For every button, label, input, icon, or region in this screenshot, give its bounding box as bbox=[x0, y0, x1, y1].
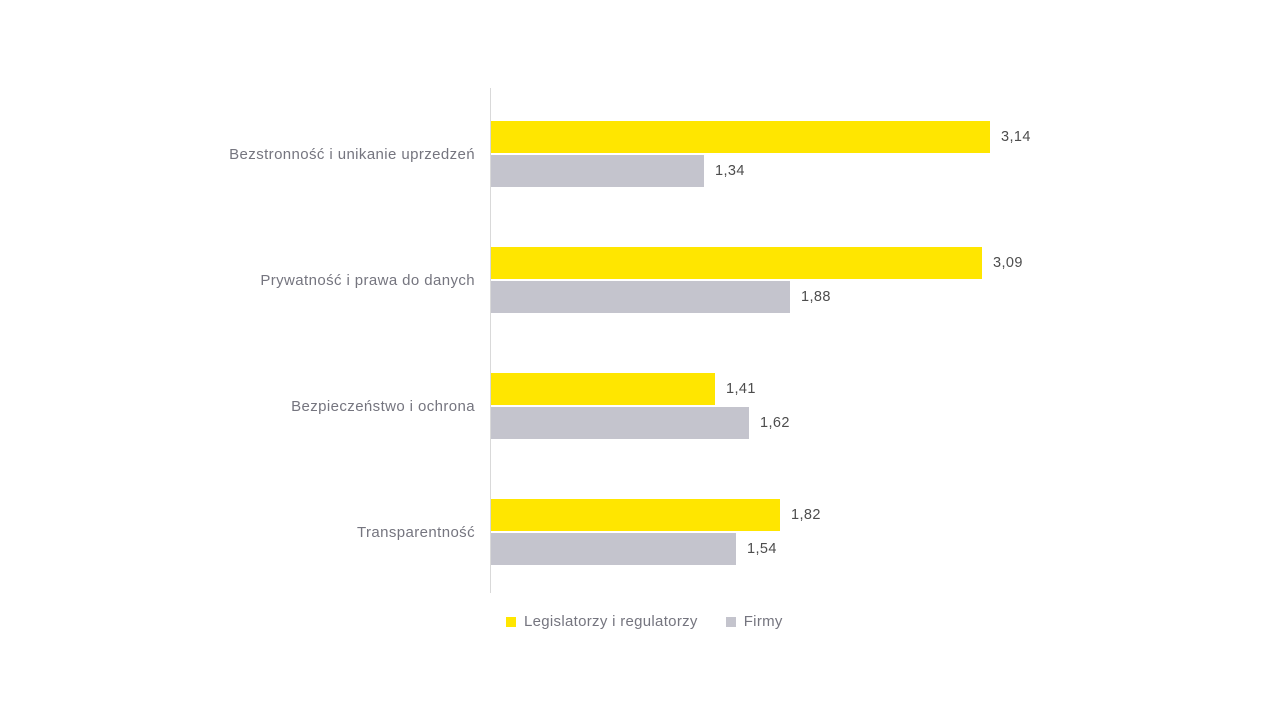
value-label: 1,54 bbox=[747, 541, 777, 557]
value-label: 1,62 bbox=[760, 415, 790, 431]
bar-row: 1,88 bbox=[491, 281, 831, 313]
value-label: 1,34 bbox=[715, 163, 745, 179]
legend-item-legislators: Legislatorzy i regulatorzy bbox=[506, 613, 698, 630]
category-label: Bezstronność i unikanie uprzedzeń bbox=[229, 146, 475, 163]
bar-row: 3,14 bbox=[491, 121, 1031, 153]
legend-label: Firmy bbox=[743, 613, 783, 630]
bar-row: 1,62 bbox=[491, 407, 790, 439]
bar-firms bbox=[491, 281, 790, 313]
bar-row: 1,82 bbox=[491, 499, 821, 531]
bar-legislators bbox=[491, 121, 990, 153]
bar-legislators bbox=[491, 373, 715, 405]
legend-label: Legislatorzy i regulatorzy bbox=[524, 613, 698, 630]
legend-marker-icon bbox=[725, 616, 736, 627]
legend-item-firms: Firmy bbox=[725, 613, 783, 630]
value-label: 3,09 bbox=[993, 255, 1023, 271]
bar-legislators bbox=[491, 499, 780, 531]
bar-row: 3,09 bbox=[491, 247, 1023, 279]
bar-row: 1,54 bbox=[491, 533, 777, 565]
legend: Legislatorzy i regulatorzy Firmy bbox=[506, 613, 783, 630]
bar-firms bbox=[491, 533, 736, 565]
bar-row: 1,41 bbox=[491, 373, 756, 405]
category-label: Prywatność i prawa do danych bbox=[260, 272, 475, 289]
value-label: 1,82 bbox=[791, 507, 821, 523]
bar-row: 1,34 bbox=[491, 155, 745, 187]
value-label: 3,14 bbox=[1001, 129, 1031, 145]
value-label: 1,88 bbox=[801, 289, 831, 305]
bar-firms bbox=[491, 155, 704, 187]
category-axis-line bbox=[490, 88, 491, 593]
category-label: Bezpieczeństwo i ochrona bbox=[291, 398, 475, 415]
category-label: Transparentność bbox=[356, 524, 475, 541]
legend-marker-icon bbox=[506, 616, 516, 627]
bar-firms bbox=[491, 407, 749, 439]
bar-legislators bbox=[491, 247, 982, 279]
value-label: 1,41 bbox=[726, 381, 756, 397]
